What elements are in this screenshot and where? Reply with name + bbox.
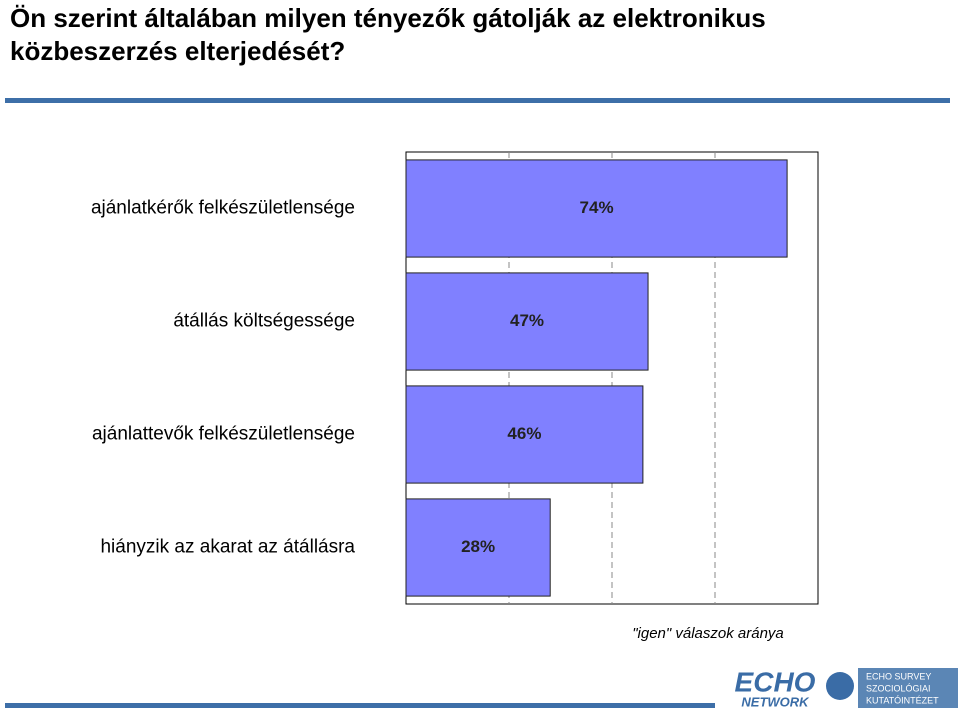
bar: [405, 385, 644, 484]
value-label: 46%: [507, 424, 541, 443]
x-axis-label: "igen" válaszok aránya: [632, 625, 784, 642]
footer-rule: [5, 703, 715, 708]
bar: [405, 272, 649, 371]
bar: [405, 498, 551, 597]
logo-bg: [728, 668, 823, 708]
value-label: 28%: [461, 537, 495, 556]
logo-icon: [826, 672, 854, 700]
bar: [405, 159, 788, 258]
logo-text: NETWORK: [741, 694, 810, 709]
logo-text: KUTATÓINTÉZET: [866, 695, 939, 705]
chart-title: Ön szerint általában milyen tényezők gát…: [10, 3, 766, 66]
category-label: ajánlatkérők felkészületlensége: [91, 198, 355, 219]
header-rule: [5, 98, 950, 103]
logo-text: ECHO SURVEY: [866, 671, 931, 681]
value-label: 47%: [510, 311, 544, 330]
category-label: ajánlattevők felkészületlensége: [92, 424, 355, 445]
category-label: hiányzik az akarat az átállásra: [100, 537, 355, 558]
value-label: 74%: [580, 198, 614, 217]
logo-text: SZOCIOLÓGIAI: [866, 683, 931, 693]
logo-box: [858, 668, 958, 708]
logo-text: ECHO: [735, 666, 816, 697]
category-label: átállás költségessége: [173, 311, 355, 332]
